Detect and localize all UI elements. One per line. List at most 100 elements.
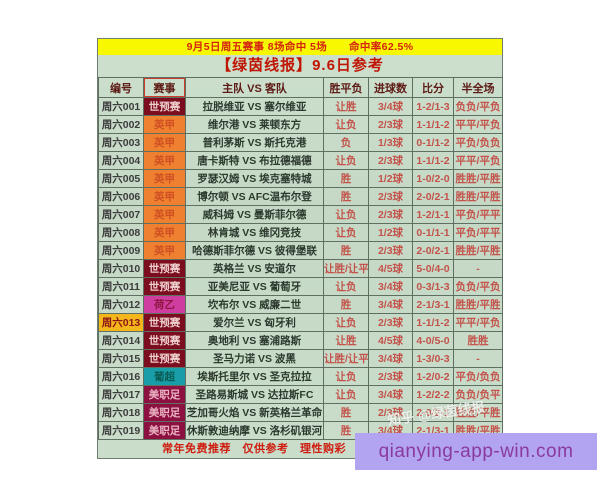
stats-banner: 9月5日周五赛事 8场命中 5场 命中率62.5%	[98, 39, 502, 55]
cell-score: 2-0/2-1	[412, 403, 454, 422]
cell-goals: 1/2球	[368, 169, 413, 188]
cell-result: 让胜/让平	[323, 349, 369, 368]
cell-league: 世预赛	[143, 259, 186, 278]
cell-half_full: 平平/平负	[453, 313, 503, 332]
cell-half_full: 平负/平平	[453, 223, 503, 242]
cell-match: 爱尔兰 VS 匈牙利	[185, 313, 324, 332]
site-url-overlay: qianying-app-win.com	[355, 433, 597, 470]
cell-half_full: -	[453, 259, 503, 278]
site-url-text: qianying-app-win.com	[378, 440, 574, 462]
table-row: 周六018 美职足 芝加哥火焰 VS 新英格兰革命胜 2/3球 2-0/2-1 胜胜/平胜	[98, 403, 503, 422]
col-header-halffull: 半全场	[453, 77, 503, 98]
cell-half_full: 胜胜/平胜	[453, 403, 503, 422]
cell-score: 5-0/4-0	[412, 259, 454, 278]
cell-no: 周六002	[98, 115, 144, 134]
cell-match: 亚美尼亚 VS 葡萄牙	[185, 277, 324, 296]
cell-score: 1-2/0-2	[412, 367, 454, 386]
cell-no: 周六015	[98, 349, 144, 368]
cell-goals: 3/4球	[368, 97, 413, 116]
cell-result: 让负	[323, 277, 369, 296]
col-header-number: 编号	[98, 77, 144, 98]
cell-no: 周六011	[98, 277, 144, 296]
col-header-result: 胜平负	[323, 77, 369, 98]
cell-half_full: 负负/负平	[453, 385, 503, 404]
cell-half_full: 胜胜/平胜	[453, 295, 503, 314]
cell-league: 英甲	[143, 187, 186, 206]
cell-half_full: 平平/平负	[453, 115, 503, 134]
cell-goals: 4/5球	[368, 331, 413, 350]
cell-score: 1-2/2-2	[412, 385, 454, 404]
cell-league: 英甲	[143, 205, 186, 224]
cell-no: 周六013	[98, 313, 144, 332]
table-row: 周六011 世预赛 亚美尼亚 VS 葡萄牙 让负 3/4球 0-3/1-3 负负/平负	[98, 277, 503, 296]
table-row: 周六006 英甲 博尔顿 VS AFC温布尔登胜 2/3球 2-0/2-1 胜胜/平胜	[98, 187, 503, 206]
cell-half_full: 胜胜	[453, 331, 503, 350]
cell-league: 英甲	[143, 151, 186, 170]
cell-no: 周六001	[98, 97, 144, 116]
cell-no: 周六009	[98, 241, 144, 260]
cell-goals: 2/3球	[368, 241, 413, 260]
table-header: 编号 赛事 主队 VS 客队 胜平负 进球数 比分 半全场	[98, 77, 503, 98]
cell-no: 周六004	[98, 151, 144, 170]
cell-score: 1-0/2-0	[412, 169, 454, 188]
cell-match: 奥地利 VS 塞浦路斯	[185, 331, 324, 350]
cell-goals: 2/3球	[368, 151, 413, 170]
cell-league: 世预赛	[143, 349, 186, 368]
cell-match: 哈德斯菲尔德 VS 彼得堡联	[185, 241, 324, 260]
cell-match: 维尔港 VS 莱顿东方	[185, 115, 324, 134]
cell-half_full: 胜胜/平胜	[453, 187, 503, 206]
cell-goals: 4/5球	[368, 259, 413, 278]
cell-score: 0-1/1-2	[412, 133, 454, 152]
cell-goals: 2/3球	[368, 187, 413, 206]
cell-half_full: 平负/负负	[453, 133, 503, 152]
cell-goals: 2/3球	[368, 403, 413, 422]
table-row: 周六017 美职足 圣路易斯城 VS 达拉斯FC 让负 3/4球 1-2/2-2 负负/负平	[98, 385, 503, 404]
cell-result: 让负	[323, 115, 369, 134]
col-header-match: 主队 VS 客队	[185, 77, 324, 98]
prediction-panel: 9月5日周五赛事 8场命中 5场 命中率62.5% 【绿茵线报】9.6日参考 编…	[97, 38, 503, 459]
table-row: 周六001 世预赛 拉脱维亚 VS 塞尔维亚 让胜 3/4球 1-2/1-3 负负/平负	[98, 97, 503, 116]
cell-league: 英甲	[143, 169, 186, 188]
cell-result: 负	[323, 133, 369, 152]
cell-league: 美职足	[143, 421, 186, 440]
table-row: 周六007 英甲 威科姆 VS 曼斯菲尔德 让负 2/3球 1-2/1-1 平负/平平	[98, 205, 503, 224]
cell-result: 胜	[323, 169, 369, 188]
cell-match: 埃斯托里尔 VS 圣克拉拉	[185, 367, 324, 386]
prediction-table: 编号 赛事 主队 VS 客队 胜平负 进球数 比分 半全场 周六001 世预赛 拉脱…	[98, 77, 503, 440]
cell-no: 周六017	[98, 385, 144, 404]
cell-no: 周六016	[98, 367, 144, 386]
cell-goals: 2/3球	[368, 115, 413, 134]
cell-match: 博尔顿 VS AFC温布尔登	[185, 187, 324, 206]
cell-result: 让负	[323, 385, 369, 404]
cell-league: 世预赛	[143, 277, 186, 296]
col-header-league: 赛事	[143, 77, 186, 98]
cell-half_full: 平平/平负	[453, 151, 503, 170]
table-row: 周六010 世预赛 英格兰 VS 安道尔 让胜/让平 4/5球 5-0/4-0-	[98, 259, 503, 278]
table-row: 周六004 英甲 唐卡斯特 VS 布拉德福德 让负 2/3球 1-1/1-2 平平/平负	[98, 151, 503, 170]
cell-half_full: 平负/平平	[453, 205, 503, 224]
cell-match: 英格兰 VS 安道尔	[185, 259, 324, 278]
cell-result: 让负	[323, 151, 369, 170]
cell-result: 让胜	[323, 331, 369, 350]
cell-match: 林肯城 VS 维冈竞技	[185, 223, 324, 242]
cell-score: 4-0/5-0	[412, 331, 454, 350]
cell-half_full: 胜胜/平胜	[453, 169, 503, 188]
cell-no: 周六018	[98, 403, 144, 422]
cell-half_full: -	[453, 349, 503, 368]
cell-league: 世预赛	[143, 97, 186, 116]
cell-league: 葡超	[143, 367, 186, 386]
cell-no: 周六005	[98, 169, 144, 188]
cell-no: 周六003	[98, 133, 144, 152]
cell-result: 胜	[323, 241, 369, 260]
cell-result: 让胜	[323, 97, 369, 116]
cell-score: 1-1/1-2	[412, 151, 454, 170]
cell-match: 威科姆 VS 曼斯菲尔德	[185, 205, 324, 224]
cell-no: 周六014	[98, 331, 144, 350]
cell-result: 胜	[323, 295, 369, 314]
table-row: 周六014 世预赛 奥地利 VS 塞浦路斯 让胜 4/5球 4-0/5-0 胜胜	[98, 331, 503, 350]
col-header-score: 比分	[412, 77, 454, 98]
cell-league: 英甲	[143, 241, 186, 260]
cell-league: 英甲	[143, 115, 186, 134]
cell-result: 让负	[323, 205, 369, 224]
